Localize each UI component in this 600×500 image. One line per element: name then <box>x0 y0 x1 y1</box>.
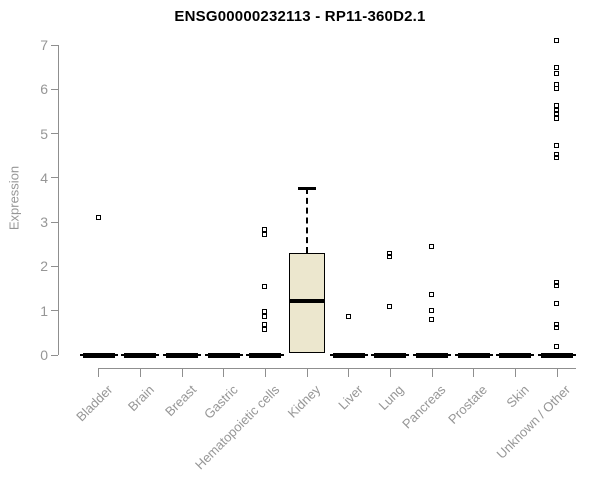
collapsed-box <box>499 352 532 358</box>
outlier-point <box>429 307 435 313</box>
y-tick-label: 4 <box>40 169 48 186</box>
collapsed-box <box>249 352 282 358</box>
outlier-point <box>262 313 268 319</box>
outlier-point <box>554 70 559 76</box>
y-tick-label: 1 <box>40 302 48 319</box>
outlier-point <box>429 292 435 298</box>
y-tick-label: 0 <box>40 347 48 363</box>
y-tick-mark <box>51 44 58 46</box>
outlier-point <box>554 155 559 161</box>
outlier-point <box>554 116 559 122</box>
collapsed-box <box>332 352 365 358</box>
outlier-point <box>262 283 268 289</box>
outlier-point <box>554 108 559 114</box>
outlier-point <box>554 38 559 44</box>
outlier-point <box>554 321 559 327</box>
outlier-point <box>554 344 559 350</box>
chart-title: ENSG00000232113 - RP11-360D2.1 <box>174 8 426 25</box>
x-category-label: Bladder <box>73 382 116 425</box>
x-tick-mark <box>139 368 141 377</box>
x-category-label: Pancreas <box>399 382 449 432</box>
collapsed-box <box>541 352 573 358</box>
outlier-point <box>262 232 268 238</box>
x-category-label: Skin <box>503 382 532 411</box>
outlier-point <box>554 324 559 330</box>
x-category-label: Liver <box>334 382 366 413</box>
collapsed-box <box>416 352 449 358</box>
x-tick-mark <box>264 368 266 377</box>
y-tick-mark <box>51 310 58 312</box>
outlier-point <box>387 251 393 257</box>
collapsed-box <box>374 352 407 358</box>
x-tick-mark <box>431 368 433 377</box>
x-tick-mark <box>306 368 308 377</box>
x-category-label: Brain <box>125 382 158 415</box>
median-line <box>289 298 326 303</box>
x-tick-mark <box>556 368 558 377</box>
x-tick-mark <box>98 368 100 377</box>
collapsed-box <box>124 352 157 358</box>
y-tick-label: 2 <box>40 258 48 275</box>
outlier-point <box>554 283 559 289</box>
x-tick-mark <box>473 368 475 377</box>
outlier-point <box>554 142 559 148</box>
y-tick-mark <box>51 354 58 356</box>
outlier-point <box>554 65 559 71</box>
outlier-point <box>554 301 559 307</box>
x-category-label: Unknown / Other <box>494 382 574 462</box>
outlier-point <box>429 316 435 322</box>
collapsed-box <box>457 352 490 358</box>
x-category-label: Gastric <box>200 382 241 422</box>
outlier-point <box>262 327 268 333</box>
y-tick-mark <box>51 221 58 223</box>
collapsed-box <box>166 352 199 358</box>
y-tick-mark <box>51 265 58 267</box>
y-tick-mark <box>51 133 58 135</box>
outlier-point <box>345 314 351 320</box>
y-tick-label: 6 <box>40 81 48 98</box>
outlier-point <box>554 86 559 92</box>
outlier-point <box>95 214 101 220</box>
x-tick-mark <box>514 368 516 377</box>
x-tick-mark <box>389 368 391 377</box>
collapsed-box <box>207 352 240 358</box>
upper-whisker <box>306 188 309 253</box>
outlier-point <box>554 103 559 109</box>
y-tick-mark <box>51 88 58 90</box>
x-category-label: Lung <box>375 382 407 414</box>
x-axis-line <box>98 368 576 369</box>
x-tick-mark <box>348 368 350 377</box>
y-axis-line <box>58 45 59 355</box>
outlier-point <box>554 111 559 117</box>
outlier-point <box>262 227 268 233</box>
x-tick-mark <box>181 368 183 377</box>
x-category-label: Kidney <box>284 382 324 421</box>
outlier-point <box>262 309 268 315</box>
x-category-label: Prostate <box>445 382 491 427</box>
y-tick-label: 7 <box>40 37 48 53</box>
y-tick-mark <box>51 177 58 179</box>
outlier-point <box>429 243 435 249</box>
y-tick-label: 5 <box>40 125 48 142</box>
outlier-point <box>387 304 393 310</box>
outlier-point <box>262 321 268 327</box>
x-category-label: Breast <box>161 382 199 420</box>
y-tick-label: 3 <box>40 214 48 231</box>
x-tick-mark <box>223 368 225 377</box>
upper-whisker-cap <box>298 187 317 190</box>
outlier-point <box>554 280 559 286</box>
outlier-point <box>387 253 393 259</box>
collapsed-box <box>82 352 115 358</box>
